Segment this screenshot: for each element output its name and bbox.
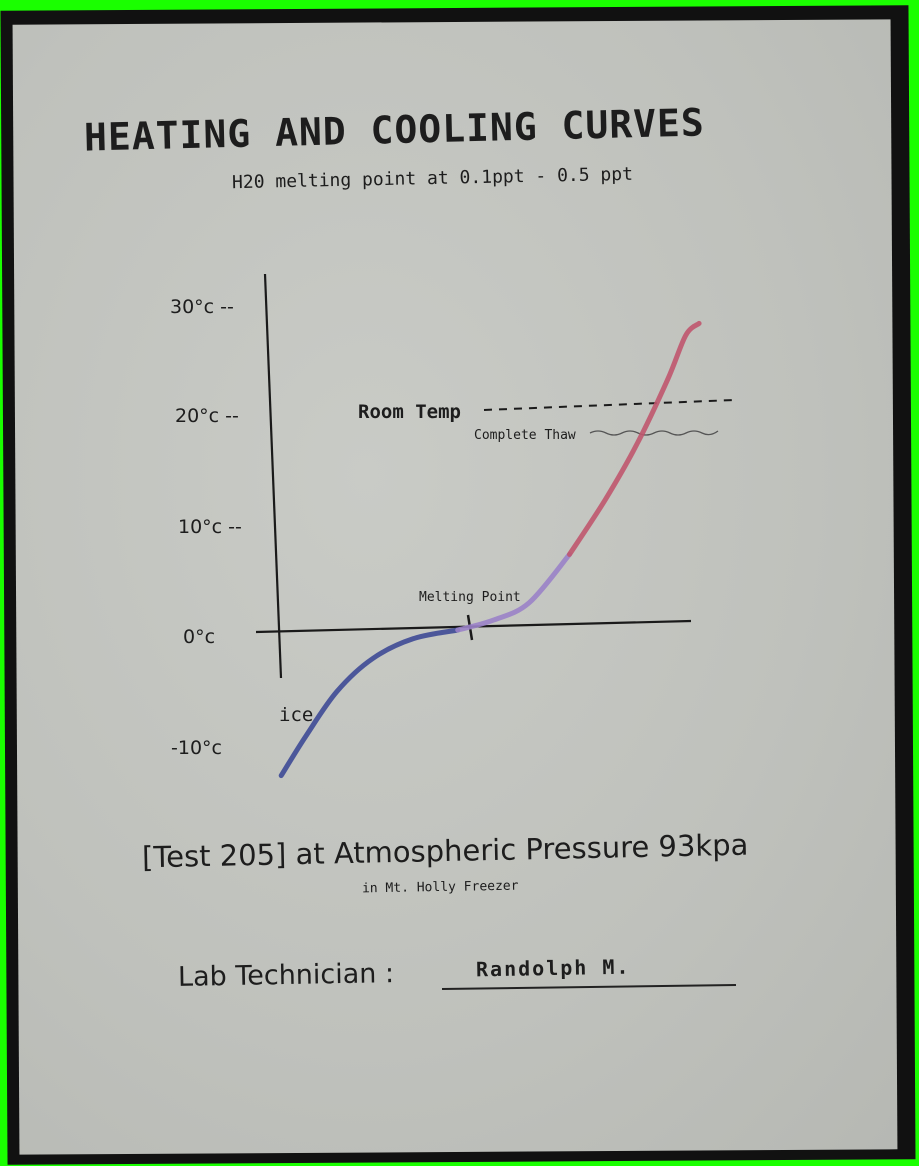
curve-segment-2 [455,551,572,633]
lab-technician-label: Lab Technician : [177,958,395,993]
curve-segment-3 [567,320,702,557]
y-tick-label-0: 0°c [183,626,215,648]
curve-group [278,320,702,779]
scribble-mark [589,430,719,436]
y-tick-label-minus10: -10°c [171,737,222,759]
ice-label: ice [279,704,313,726]
y-tick-label-10: 10°c -- [178,516,242,538]
room-temp-dashed-line [483,399,735,411]
curve-segment-1 [278,627,461,779]
lab-technician-name: Randolph M. [475,954,631,982]
y-tick-label-30: 30°c -- [170,296,234,318]
melting-point-label: Melting Point [419,590,521,605]
y-axis [263,273,283,679]
complete-thaw-label: Complete Thaw [474,428,576,443]
y-tick-label-20: 20°c -- [175,405,239,427]
location-text: in Mt. Holly Freezer [361,878,519,897]
room-temp-label: Room Temp [358,401,461,423]
